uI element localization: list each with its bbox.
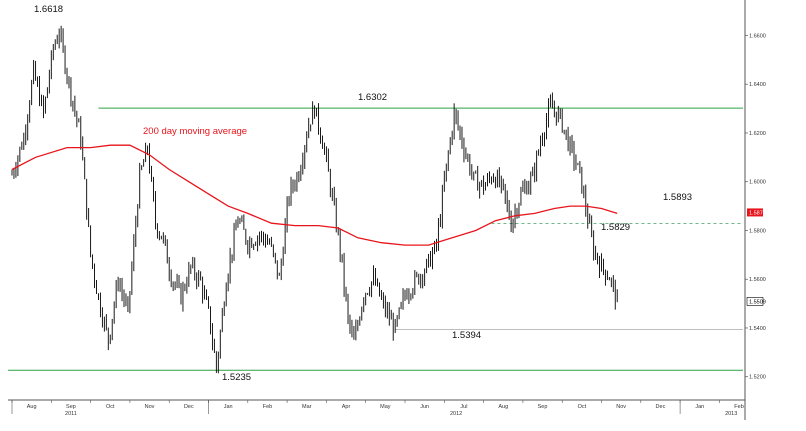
last-price-tag: 1.5509 (746, 297, 766, 306)
x-tick-label: Sep (538, 404, 548, 410)
x-tick-label: Feb (263, 404, 272, 410)
x-year-label: 2012 (450, 411, 462, 417)
annotation-nov-low: 1.5829 (601, 222, 630, 233)
x-tick-label: Aug (498, 404, 508, 410)
y-axis-ticks: 1.5200 1.5400 1.5600 1.5800 1.6000 1.6200 1.64… (745, 33, 766, 381)
y-tick-label: 1.6600 (749, 33, 766, 39)
x-tick-label: Jan (224, 404, 233, 410)
x-tick-label: Nov (145, 404, 155, 410)
last-price-tag-box (746, 297, 764, 306)
x-tick-label: Feb (734, 404, 743, 410)
x-tick-label: Apr (342, 404, 351, 410)
x-tick-label: Dec (184, 404, 194, 410)
x-tick-label: Jun (420, 404, 429, 410)
annotation-ma-label: 200 day moving average (143, 126, 247, 137)
annotation-peak: 1.6302 (358, 92, 387, 103)
x-tick-label: Nov (616, 404, 626, 410)
y-tick-label: 1.5200 (749, 375, 766, 381)
x-tick-label: Dec (656, 404, 666, 410)
x-tick-label: Aug (27, 404, 37, 410)
price-series (11, 25, 618, 374)
y-tick-label: 1.6400 (749, 82, 766, 88)
x-year-label: 2013 (725, 411, 737, 417)
x-tick-label: Oct (578, 404, 587, 410)
y-tick-label: 1.5400 (749, 326, 766, 332)
y-tick-label: 1.5800 (749, 228, 766, 234)
moving-average-line (11, 144, 618, 246)
x-year-label: 2011 (65, 411, 77, 417)
x-axis-ticks: Aug Sep Oct Nov Dec Jan Feb Mar Apr May Jun Jul Aug S… (11, 400, 744, 417)
annotation-jul-low: 1.5394 (452, 330, 481, 341)
x-tick-label: May (380, 404, 391, 410)
ma-tag-text: 1.5874 (749, 210, 766, 216)
x-tick-label: Oct (106, 404, 115, 410)
ma-tag-box (747, 208, 763, 217)
y-tick-label: 1.5600 (749, 277, 766, 283)
y-tick-label: 1.6200 (749, 131, 766, 137)
annotation-jan-high: 1.5893 (663, 192, 692, 203)
x-tick-label: Mar (302, 404, 312, 410)
x-tick-label: Jan (695, 404, 704, 410)
annotation-high: 1.6618 (34, 4, 63, 15)
last-price-tag-text: 1.5509 (749, 299, 766, 305)
annotation-low: 1.5235 (222, 372, 251, 383)
y-tick-label: 1.6000 (749, 180, 766, 186)
ma-last-tag: 1.5874 (747, 208, 766, 217)
x-tick-label: Sep (66, 404, 76, 410)
x-tick-label: Jul (460, 404, 467, 410)
